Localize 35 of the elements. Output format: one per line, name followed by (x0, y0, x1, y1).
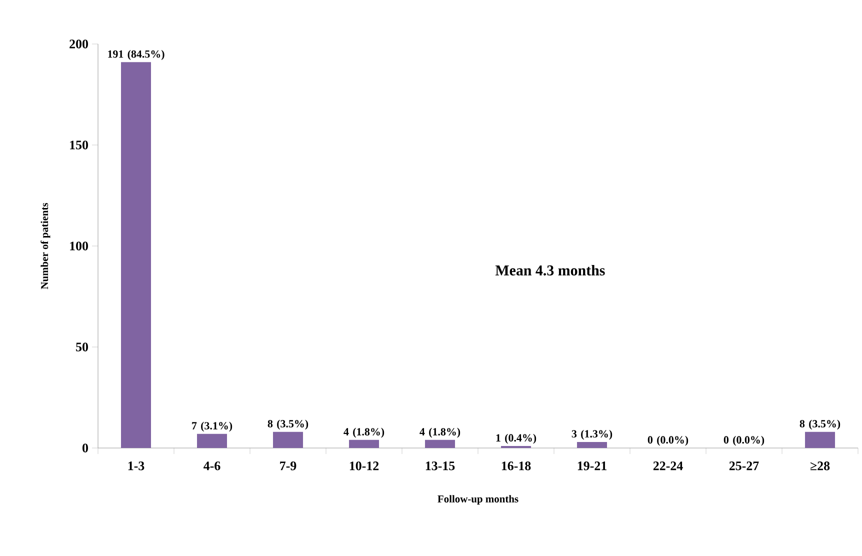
y-tick-label: 50 (76, 342, 88, 352)
y-tick-label: 100 (70, 242, 88, 250)
bar (577, 442, 608, 448)
y-tick-label: 0 (82, 444, 88, 452)
data-label: 191 (84.5%) (108, 50, 164, 60)
data-label: 8 (3.5%) (800, 420, 840, 430)
data-label: 4 (1.8%) (420, 428, 460, 438)
y-axis-title: Number of patients (40, 202, 50, 290)
x-tick-label: 1-3 (128, 462, 144, 470)
x-tick-label: 19-21 (578, 462, 606, 470)
data-label: 1 (0.4%) (496, 434, 536, 444)
data-label: 8 (3.5%) (268, 420, 308, 430)
data-label: 3 (1.3%) (572, 430, 612, 440)
x-tick-label: 22-24 (653, 462, 683, 470)
x-tick-label: 7-9 (280, 462, 296, 470)
x-tick-label: 16-18 (502, 462, 531, 470)
bar (425, 440, 456, 448)
bar (273, 432, 304, 448)
annotation: Mean 4.3 months (495, 264, 605, 276)
bar (197, 434, 227, 448)
x-tick-label: 10-12 (350, 462, 379, 470)
data-label: 0 (0.0%) (724, 436, 764, 446)
data-label: 0 (0.0%) (648, 436, 688, 446)
data-label: 7 (3.1%) (192, 422, 232, 432)
bar (805, 432, 836, 448)
x-tick-label: 25-27 (729, 462, 759, 470)
y-tick-label: 150 (70, 140, 88, 150)
x-tick-label: ≥28 (810, 462, 830, 470)
data-label: 4 (1.8%) (344, 428, 384, 438)
bar (349, 440, 380, 448)
bar (121, 62, 151, 448)
x-tick-label: 4-6 (204, 462, 220, 470)
y-tick-label: 200 (70, 40, 88, 48)
x-axis-title: Follow-up months (438, 495, 518, 505)
x-tick-label: 13-15 (426, 462, 455, 470)
